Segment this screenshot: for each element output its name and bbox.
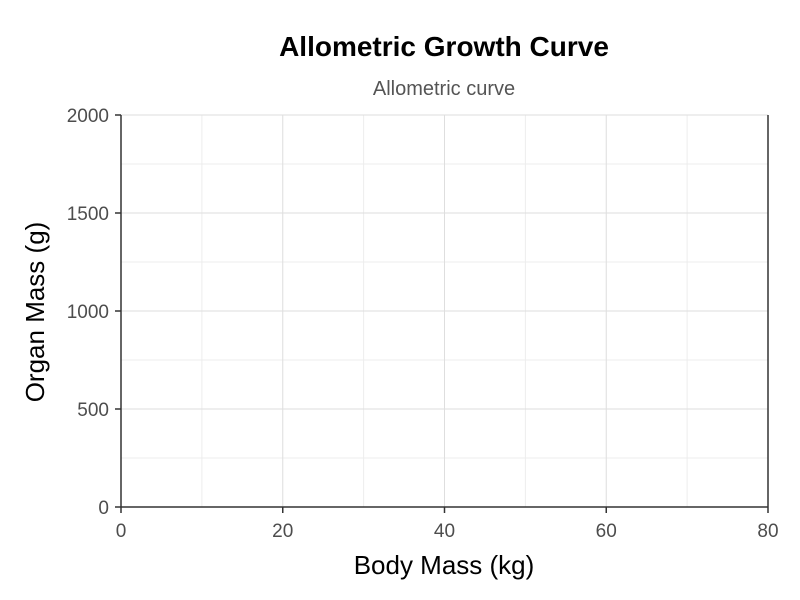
x-tick-label: 40 (434, 521, 455, 542)
y-axis-label: Organ Mass (g) (20, 222, 50, 403)
y-tick-label: 2000 (67, 106, 109, 127)
x-axis-label: Body Mass (kg) (354, 550, 535, 580)
x-tick-label: 80 (757, 521, 778, 542)
x-tick-label: 20 (272, 521, 293, 542)
y-tick-label: 500 (77, 400, 109, 421)
tick-layer: 0 20 40 60 80 0 500 1000 1500 2000 (67, 106, 779, 542)
y-tick-label: 1000 (67, 302, 109, 323)
x-tick-label: 60 (596, 521, 617, 542)
chart-title: Allometric Growth Curve (279, 31, 609, 62)
chart-subtitle: Allometric curve (373, 78, 515, 100)
x-tick-label: 0 (116, 521, 127, 542)
y-tick-label: 1500 (67, 204, 109, 225)
plot-area: 0 20 40 60 80 0 500 1000 1500 2000 (67, 106, 779, 542)
y-tick-label: 0 (98, 498, 109, 519)
